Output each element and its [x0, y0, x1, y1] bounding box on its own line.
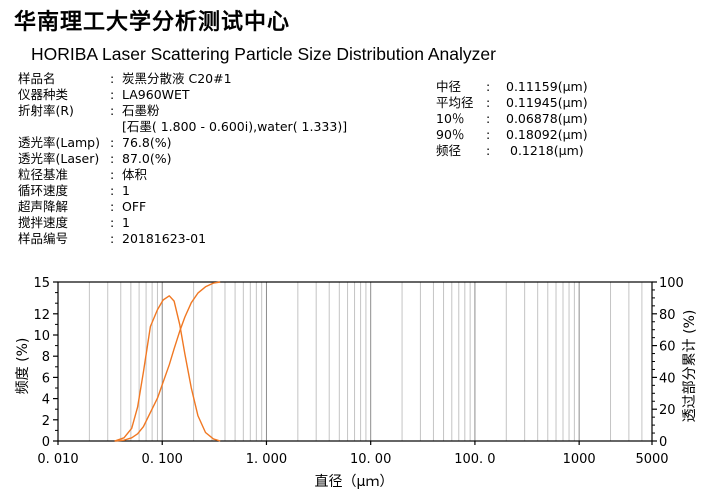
- info-value: 87.0(%): [122, 151, 172, 166]
- result-value: 0.06878(µm): [506, 111, 588, 126]
- x-tick-label: 5000: [635, 452, 668, 467]
- info-value: OFF: [122, 199, 147, 214]
- x-tick-label: 1000: [563, 452, 596, 467]
- info-value: 体积: [122, 167, 148, 182]
- y-tick-label: 0: [42, 435, 50, 450]
- y-tick-label: 8: [42, 350, 50, 365]
- info-value: [石墨( 1.800 - 0.600i),water( 1.333)]: [122, 119, 348, 134]
- results-block: 中径:0.11159(µm) 平均径:0.11945(µm) 10％:0.068…: [436, 79, 696, 159]
- info-label: 仪器种类: [18, 87, 69, 102]
- x-tick-label: 100. 0: [454, 452, 495, 467]
- info-value: 76.8(%): [122, 135, 172, 150]
- info-label: 透光率(Lamp): [18, 135, 100, 150]
- result-colon: :: [486, 127, 491, 142]
- info-label: 透光率(Laser): [18, 151, 100, 166]
- chart-series: [114, 281, 221, 442]
- info-row-refractive-detail: [石墨( 1.800 - 0.600i),water( 1.333)]: [18, 119, 418, 135]
- result-row-mode: 频径: 0.1218(µm): [436, 143, 696, 159]
- info-label: 循环速度: [18, 183, 69, 198]
- info-row-transmittance-lamp: 透光率(Lamp):76.8(%): [18, 135, 418, 151]
- info-row-sample-name: 样品名: 炭黑分散液 C20#1: [18, 71, 418, 87]
- info-row-ultrasonic: 超声降解: OFF: [18, 199, 418, 215]
- y2-tick-label: 100: [659, 276, 684, 291]
- result-label: 平均径: [436, 95, 474, 110]
- y2-tick-label: 40: [659, 371, 676, 386]
- sample-info-block: 样品名: 炭黑分散液 C20#1 仪器种类: LA960WET 折射率(R): 石墨粉…: [18, 71, 418, 247]
- info-colon: :: [110, 183, 115, 198]
- info-value: 20181623-01: [122, 231, 207, 246]
- y2-tick-label: 0: [659, 435, 667, 450]
- chart-grid: [57, 282, 653, 441]
- y2-tick-label: 80: [659, 308, 676, 323]
- info-row-size-basis: 粒径基准: 体积: [18, 167, 418, 183]
- info-row-refractive-index: 折射率(R): 石墨粉: [18, 103, 418, 119]
- result-row-d90: 90％:0.18092(µm): [436, 127, 696, 143]
- frequency-curve: [114, 295, 221, 442]
- result-value: 0.11945(µm): [506, 95, 588, 110]
- y-tick-label: 6: [42, 371, 50, 386]
- result-value: 0.1218(µm): [510, 143, 584, 158]
- info-row-instrument: 仪器种类: LA960WET: [18, 87, 418, 103]
- info-label: 样品编号: [18, 231, 69, 246]
- x-tick-label: 0. 010: [37, 452, 78, 467]
- info-colon: :: [110, 71, 115, 86]
- y2-tick-label: 20: [659, 403, 676, 418]
- info-value: 石墨粉: [122, 103, 160, 118]
- x-tick-label: 10. 00: [350, 452, 391, 467]
- info-colon: :: [110, 87, 115, 102]
- page-title: 华南理工大学分析测试中心: [14, 10, 291, 35]
- info-value: 炭黑分散液 C20#1: [122, 71, 232, 86]
- y2-tick-label: 60: [659, 340, 676, 355]
- info-label: 样品名: [18, 71, 56, 86]
- result-colon: :: [486, 111, 491, 126]
- result-colon: :: [486, 79, 491, 94]
- info-colon: :: [110, 167, 115, 182]
- result-label: 中径: [436, 79, 462, 94]
- result-label: 90％: [436, 127, 465, 142]
- info-colon: :: [110, 151, 115, 166]
- info-row-sample-id: 样品编号:20181623-01: [18, 231, 418, 247]
- result-colon: :: [486, 95, 491, 110]
- result-value: 0.18092(µm): [506, 127, 588, 142]
- y-tick-label: 10: [33, 329, 50, 344]
- y-tick-label: 15: [33, 276, 50, 291]
- info-colon: :: [110, 103, 115, 118]
- cumulative-curve: [114, 281, 221, 442]
- info-colon: :: [110, 135, 115, 150]
- particle-size-chart: 0 2 4 6 8 10 12 15 0 20 40 60 80 100 0. 010 0. 100 1. 00…: [15, 276, 698, 490]
- info-label: 粒径基准: [18, 167, 69, 182]
- info-colon: :: [110, 199, 115, 214]
- info-value: 1: [122, 215, 130, 230]
- result-colon: :: [486, 143, 491, 158]
- y-axis-label: 频度 (%): [15, 338, 31, 395]
- info-label: 超声降解: [18, 199, 69, 214]
- result-row-d10: 10％:0.06878(µm): [436, 111, 696, 127]
- x-axis-label: 直径（μｍ）: [315, 473, 394, 490]
- info-colon: :: [110, 231, 115, 246]
- result-label: 10％: [436, 111, 465, 126]
- info-label: 搅拌速度: [18, 215, 69, 230]
- info-value: LA960WET: [122, 87, 190, 102]
- result-value: 0.11159(µm): [506, 79, 588, 94]
- info-row-transmittance-laser: 透光率(Laser):87.0(%): [18, 151, 418, 167]
- y-tick-label: 2: [42, 414, 50, 429]
- instrument-subtitle: HORIBA Laser Scattering Particle Size Di…: [31, 44, 496, 64]
- result-row-median: 中径:0.11159(µm): [436, 79, 696, 95]
- info-colon: :: [110, 215, 115, 230]
- result-label: 频径: [436, 143, 462, 158]
- info-row-circulation-speed: 循环速度:1: [18, 183, 418, 199]
- y-tick-label: 4: [42, 393, 50, 408]
- chart-axes: 0 2 4 6 8 10 12 15 0 20 40 60 80 100 0. 010 0. 100 1. 00…: [33, 276, 683, 467]
- info-label: 折射率(R): [18, 103, 74, 118]
- x-tick-label: 1. 000: [246, 452, 287, 467]
- x-tick-label: 0. 100: [142, 452, 183, 467]
- y2-axis-label: 透过部分累计 (%): [682, 310, 698, 423]
- y-tick-label: 12: [33, 308, 50, 323]
- result-row-mean: 平均径:0.11945(µm): [436, 95, 696, 111]
- info-row-stirring-speed: 搅拌速度:1: [18, 215, 418, 231]
- info-value: 1: [122, 183, 130, 198]
